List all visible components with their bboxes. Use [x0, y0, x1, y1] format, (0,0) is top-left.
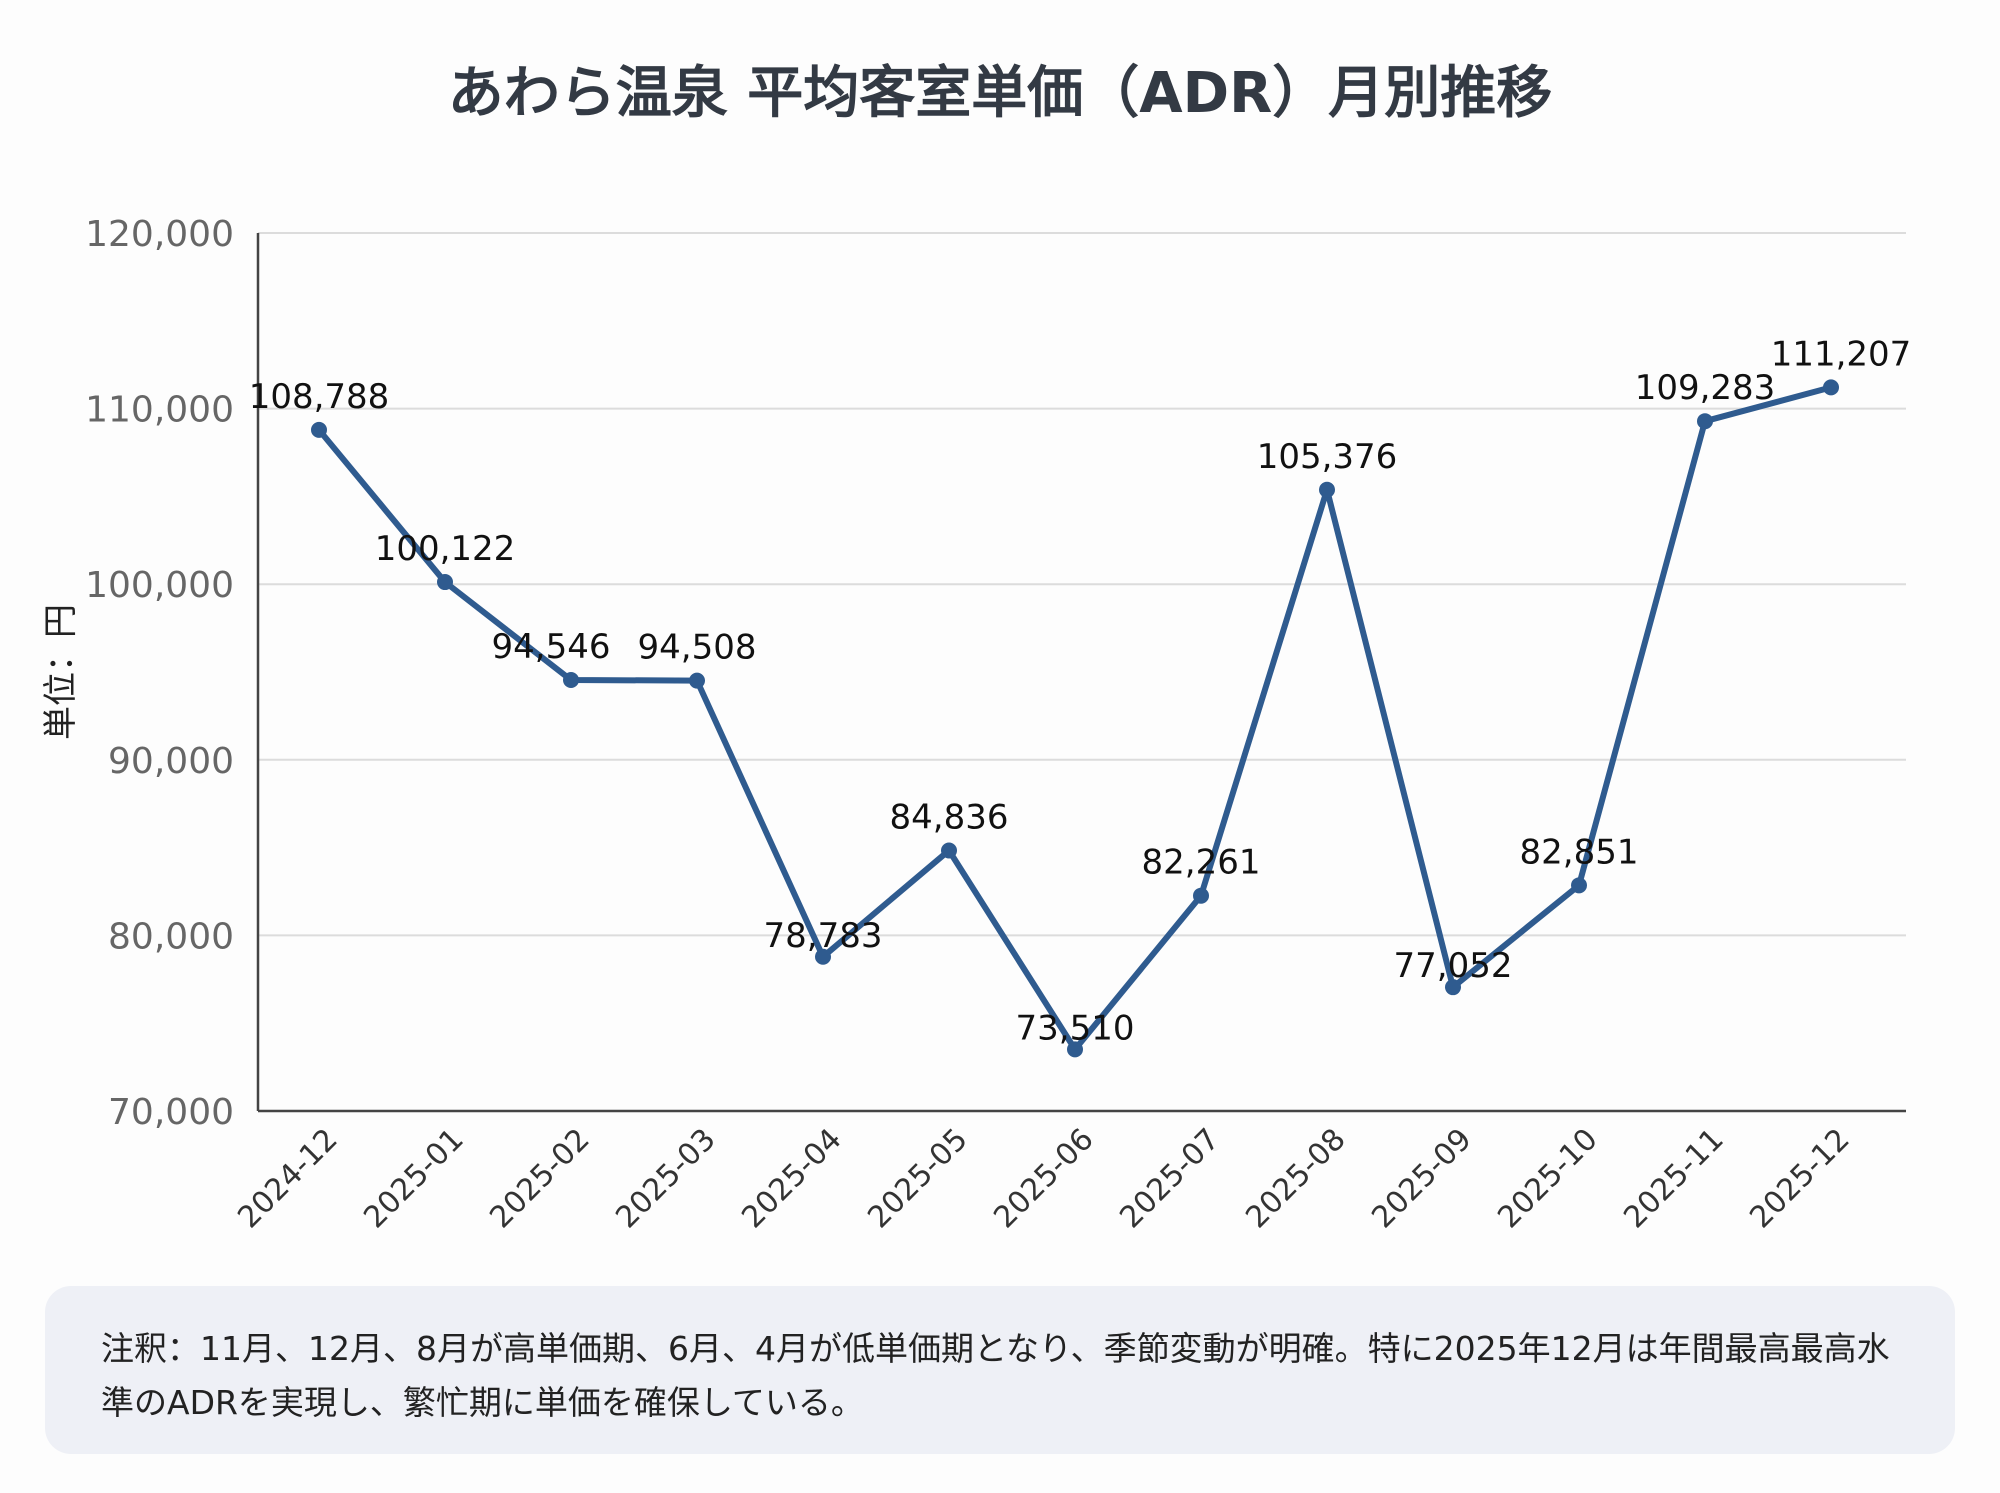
- y-tick-label: 120,000: [85, 214, 234, 255]
- data-point: [1697, 413, 1713, 430]
- y-axis-label: 単位：円: [41, 604, 81, 740]
- data-label: 82,851: [1520, 832, 1639, 872]
- data-point: [563, 671, 579, 688]
- data-label: 78,783: [764, 916, 883, 956]
- data-point: [437, 574, 453, 591]
- x-tick-label: 2025-08: [1239, 1122, 1352, 1235]
- x-tick-label: 2025-11: [1617, 1122, 1730, 1235]
- data-point: [941, 842, 957, 859]
- chart-title: あわら温泉 平均客室単価（ADR）月別推移: [447, 61, 1553, 126]
- data-point: [1319, 481, 1335, 498]
- x-tick-label: 2025-09: [1365, 1122, 1478, 1235]
- data-line: [316, 384, 1832, 1053]
- data-label: 108,788: [249, 377, 390, 417]
- x-tick-label: 2025-04: [735, 1122, 848, 1235]
- data-label: 94,508: [638, 628, 757, 668]
- x-tick-label: 2025-01: [357, 1122, 470, 1235]
- data-point: [1193, 887, 1209, 904]
- x-tick-label: 2025-03: [609, 1122, 722, 1235]
- x-tick-label: 2025-02: [483, 1122, 596, 1235]
- x-tick-label: 2025-05: [861, 1122, 974, 1235]
- line-chart: 70,000 80,000 90,000 100,000 110,000 120,000 単…: [41, 214, 1912, 1235]
- data-label: 77,052: [1394, 946, 1513, 986]
- y-tick-label: 100,000: [85, 565, 234, 606]
- x-tick-label: 2025-06: [987, 1122, 1100, 1235]
- data-label: 111,207: [1771, 334, 1912, 374]
- note-box: 注釈：11月、12月、8月が高単価期、6月、4月が低単価期となり、季節変動が明確…: [45, 1286, 1955, 1454]
- y-tick-label: 70,000: [108, 1092, 234, 1133]
- y-tick-label: 110,000: [85, 390, 234, 431]
- data-point: [1571, 877, 1587, 894]
- y-tick-label: 90,000: [108, 741, 234, 782]
- data-label: 84,836: [890, 797, 1009, 837]
- y-tick-label: 80,000: [108, 916, 234, 957]
- data-label: 94,546: [492, 627, 611, 667]
- note-text: 注釈：11月、12月、8月が高単価期、6月、4月が低単価期となり、季節変動が明確…: [101, 1329, 1890, 1422]
- data-label: 73,510: [1016, 1008, 1135, 1048]
- data-point: [689, 672, 705, 689]
- data-label: 100,122: [375, 529, 516, 569]
- data-point: [1445, 979, 1461, 996]
- data-point: [1823, 379, 1839, 396]
- data-point: [311, 421, 327, 438]
- x-tick-label: 2025-07: [1113, 1122, 1226, 1235]
- data-point: [1067, 1041, 1083, 1058]
- data-label: 109,283: [1635, 368, 1776, 408]
- x-tick-label: 2025-10: [1491, 1122, 1604, 1235]
- x-tick-label: 2024-12: [231, 1122, 344, 1235]
- x-tick-label: 2025-12: [1743, 1122, 1856, 1235]
- data-point: [815, 948, 831, 965]
- data-label: 105,376: [1257, 437, 1398, 477]
- data-label: 82,261: [1142, 843, 1261, 883]
